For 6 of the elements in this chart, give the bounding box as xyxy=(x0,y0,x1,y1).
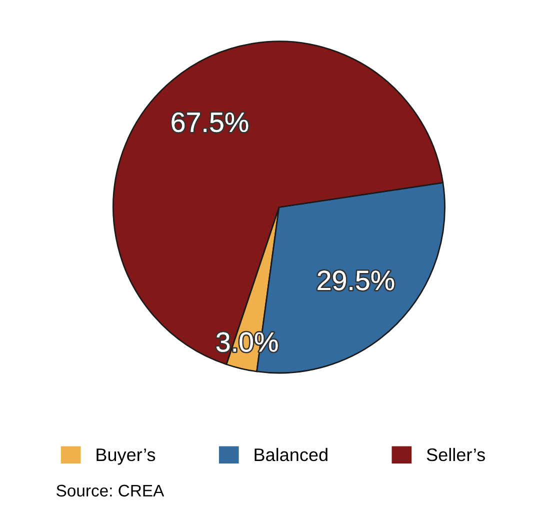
data-label: 67.5% xyxy=(172,112,248,132)
legend-label: Buyer’s xyxy=(96,448,156,465)
source-note: Source: CREA xyxy=(56,484,164,497)
data-label: 29.5% xyxy=(318,270,394,290)
legend-label: Seller’s xyxy=(426,448,485,462)
legend-label: Balanced xyxy=(254,448,328,462)
